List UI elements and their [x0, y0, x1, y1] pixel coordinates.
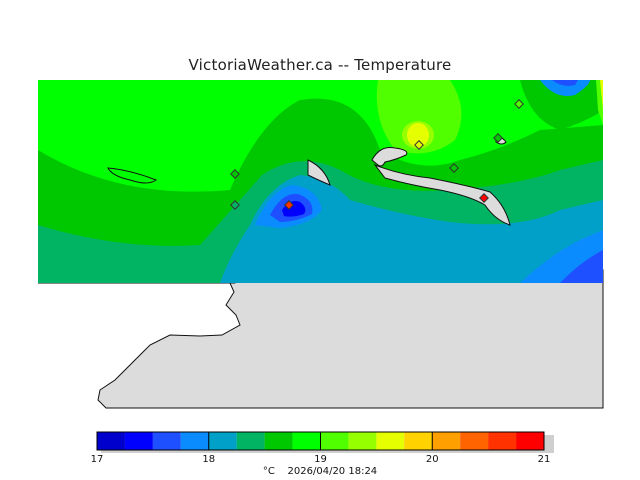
station-marker[interactable] — [230, 169, 240, 179]
legend-swatch — [180, 432, 209, 450]
legend-timestamp: 2026/04/20 18:24 — [287, 466, 378, 477]
legend-swatch — [124, 432, 153, 450]
temperature-field — [38, 80, 603, 283]
legend-swatch — [236, 432, 265, 450]
legend-tick-label: 17 — [90, 454, 104, 465]
legend-tick-label: 19 — [314, 454, 327, 465]
legend-swatch — [488, 432, 517, 450]
legend-tick-label: 18 — [202, 454, 216, 465]
station-markers — [230, 99, 524, 210]
legend-swatch — [376, 432, 405, 450]
map-title: VictoriaWeather.ca -- Temperature — [188, 56, 452, 74]
legend-swatch — [264, 432, 293, 450]
station-marker[interactable] — [493, 133, 503, 143]
legend-tick-label: 21 — [537, 454, 551, 465]
legend-caption: °C 2026/04/20 18:24 — [0, 466, 640, 477]
legend-swatch — [348, 432, 377, 450]
legend-unit: °C — [262, 466, 275, 477]
legend-tick-labels: 17 18 19 20 21 — [0, 454, 640, 468]
station-marker[interactable] — [514, 99, 524, 109]
legend-tick-label: 20 — [425, 454, 439, 465]
legend-swatch — [152, 432, 181, 450]
legend-swatch — [320, 432, 349, 450]
station-marker[interactable] — [284, 200, 294, 210]
station-marker[interactable] — [479, 193, 489, 203]
legend-swatch — [292, 432, 321, 450]
station-marker[interactable] — [414, 140, 424, 150]
legend-swatch — [404, 432, 433, 450]
legend-swatch — [432, 432, 461, 450]
legend-swatch — [460, 432, 489, 450]
station-marker[interactable] — [449, 163, 459, 173]
station-marker[interactable] — [230, 200, 240, 210]
legend-swatch — [97, 432, 125, 450]
legend-swatch — [208, 432, 237, 450]
legend-color-bar — [96, 431, 554, 453]
legend-swatch — [516, 432, 544, 450]
